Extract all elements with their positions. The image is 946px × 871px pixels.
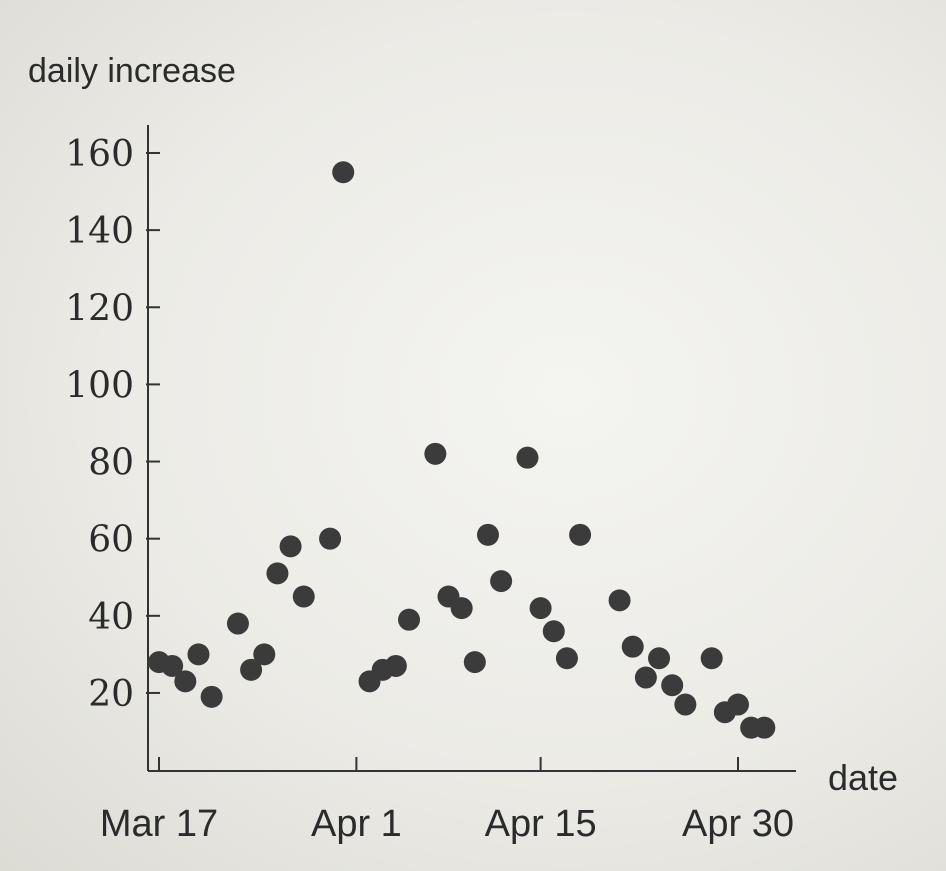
data-point bbox=[398, 608, 421, 631]
data-point bbox=[226, 612, 249, 635]
data-point bbox=[516, 446, 539, 469]
data-point bbox=[490, 570, 513, 593]
y-tick-label: 60 bbox=[88, 520, 134, 561]
data-point bbox=[727, 693, 749, 716]
y-axis-label: daily increase bbox=[28, 52, 236, 90]
data-point bbox=[450, 597, 473, 620]
data-point bbox=[424, 442, 447, 465]
y-tick-label: 40 bbox=[88, 597, 134, 638]
data-point bbox=[476, 523, 499, 546]
y-tick-label: 140 bbox=[65, 211, 134, 252]
data-point bbox=[621, 635, 644, 658]
data-point bbox=[187, 643, 210, 666]
y-tick-label: 120 bbox=[65, 288, 134, 329]
data-point bbox=[700, 647, 723, 670]
axes bbox=[147, 125, 796, 772]
data-point bbox=[674, 693, 697, 716]
data-point bbox=[279, 535, 302, 558]
data-point bbox=[463, 651, 486, 674]
x-ticks: Mar 17 Apr 1 Apr 15 Apr 30 bbox=[100, 757, 794, 845]
x-tick-label: Apr 30 bbox=[682, 803, 794, 845]
data-point bbox=[174, 670, 197, 693]
data-point bbox=[253, 643, 276, 666]
data-point bbox=[319, 527, 342, 550]
data-point bbox=[753, 716, 776, 739]
y-tick-label: 80 bbox=[88, 443, 134, 484]
x-axis-label: date bbox=[828, 757, 898, 798]
data-point bbox=[648, 647, 671, 670]
data-point bbox=[200, 685, 223, 708]
x-tick-label: Mar 17 bbox=[100, 803, 218, 845]
data-points bbox=[148, 161, 776, 739]
y-tick-label: 160 bbox=[65, 134, 134, 175]
data-point bbox=[266, 562, 289, 585]
y-tick-label: 20 bbox=[88, 674, 134, 715]
data-point bbox=[161, 654, 184, 677]
x-tick-label: Apr 1 bbox=[311, 803, 402, 845]
data-point bbox=[555, 647, 578, 670]
data-point bbox=[240, 658, 263, 681]
y-ticks: 20 40 60 80 100 120 140 160 bbox=[65, 134, 160, 715]
data-point bbox=[384, 654, 407, 677]
y-tick-label: 100 bbox=[65, 365, 134, 406]
x-tick-label: Apr 15 bbox=[485, 803, 597, 845]
data-point bbox=[529, 597, 552, 620]
data-point bbox=[608, 589, 631, 612]
data-point bbox=[542, 620, 565, 643]
data-point bbox=[661, 674, 684, 697]
data-point bbox=[569, 523, 592, 546]
data-point bbox=[292, 585, 315, 608]
data-point bbox=[332, 161, 355, 184]
data-point bbox=[634, 666, 657, 689]
